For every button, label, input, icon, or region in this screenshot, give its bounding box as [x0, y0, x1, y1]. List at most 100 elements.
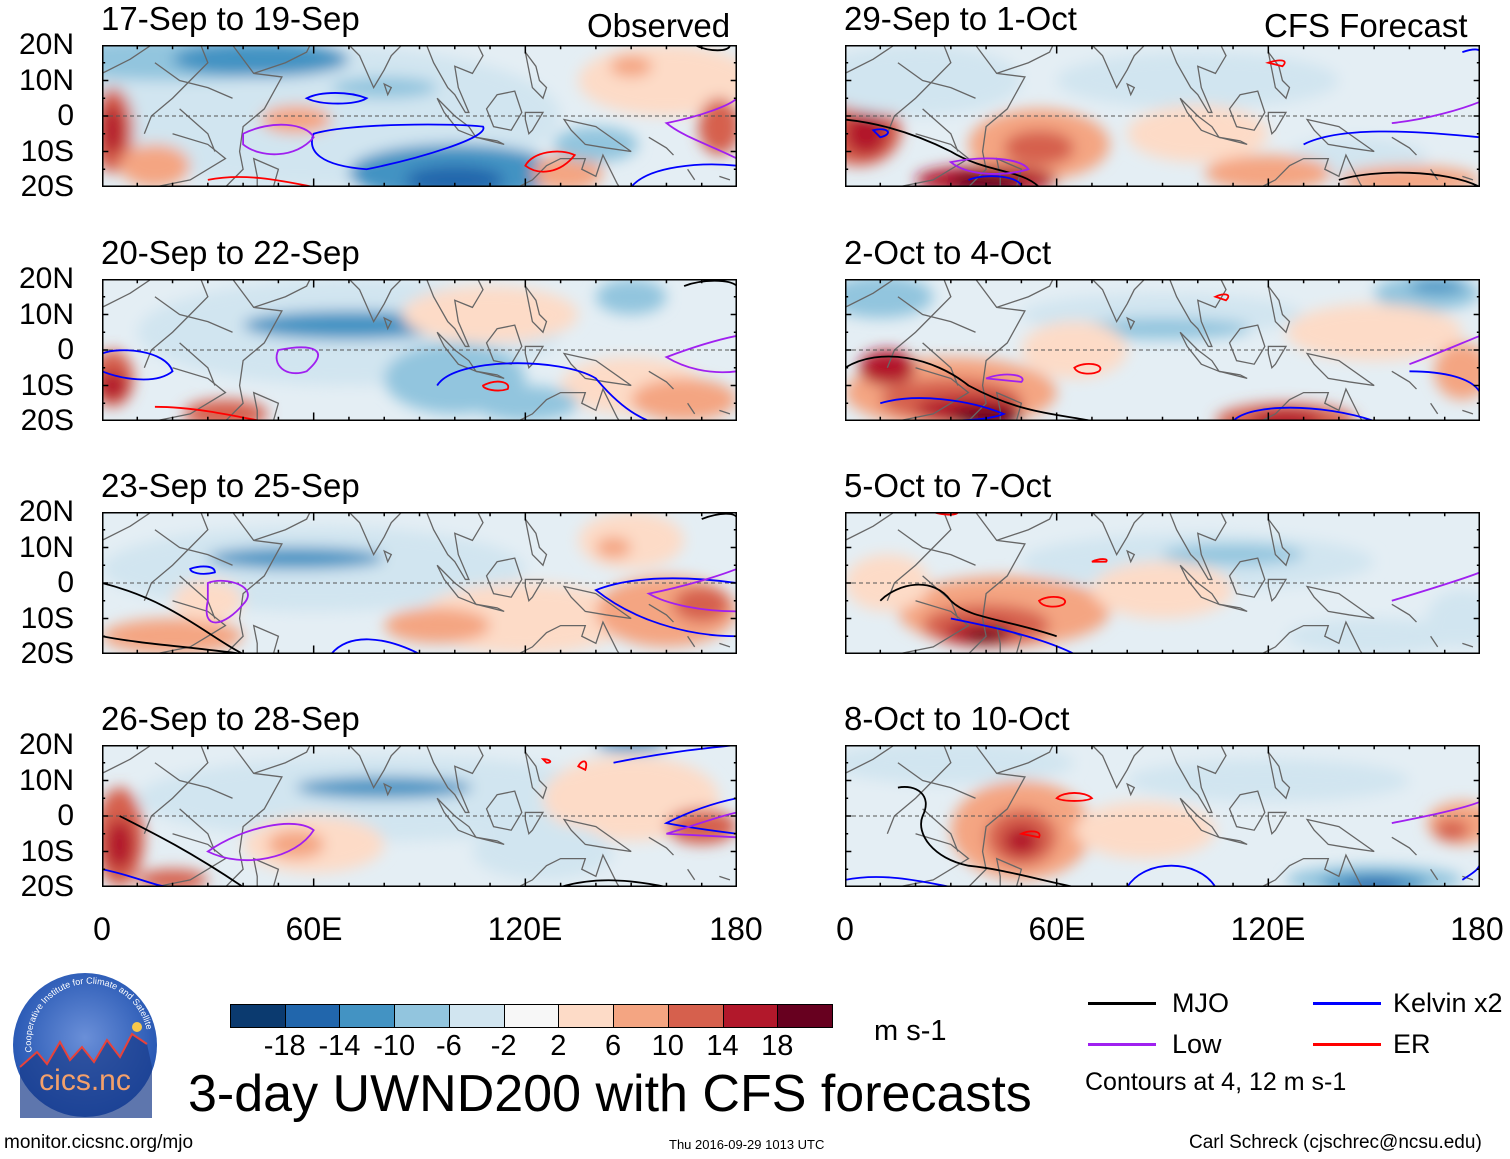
coastline: [487, 791, 522, 830]
colorbar-swatch: [230, 1004, 286, 1028]
filtered-wave-contour: [190, 566, 215, 573]
coastline: [476, 371, 504, 378]
coastline: [525, 112, 543, 133]
coastline: [525, 519, 546, 565]
y-tick-label: 20S: [20, 404, 74, 437]
coastline: [564, 354, 631, 386]
coastline: [1307, 587, 1374, 619]
filtered-wave-contour: [277, 347, 319, 373]
coastline: [1268, 812, 1286, 833]
colorbar-swatch: [667, 1004, 724, 1028]
legend-label-mjo: MJO: [1172, 988, 1229, 1018]
coastline: [923, 343, 958, 386]
legend-label-kelvin: Kelvin x2: [1393, 988, 1503, 1018]
coastline: [254, 159, 279, 187]
footer-author: Carl Schreck (cjschrec@ncsu.edu): [1189, 1132, 1482, 1153]
y-tick-label: 0: [57, 799, 74, 832]
wind-anomaly-area: [859, 350, 916, 386]
filtered-wave-contour: [437, 363, 649, 421]
coastline: [1230, 325, 1265, 364]
filtered-wave-contour: [561, 880, 667, 887]
filtered-wave-contour: [155, 407, 261, 421]
coastline: [1230, 791, 1265, 830]
coastline: [719, 410, 730, 414]
coastline: [997, 859, 1022, 887]
coastline: [1170, 512, 1226, 579]
legend-line-mjo: [1088, 1002, 1156, 1005]
coastline: [504, 622, 624, 654]
colorbar-swatch: [448, 1004, 505, 1028]
filtered-wave-contour: [666, 98, 737, 158]
coastline: [225, 745, 281, 887]
wind-anomaly-area: [260, 105, 332, 134]
coastline: [384, 318, 391, 329]
coastline: [427, 745, 483, 812]
filtered-wave-contour: [102, 636, 243, 654]
wind-anomaly-area: [845, 279, 934, 319]
x-tick-label: 180: [1450, 911, 1504, 947]
wind-anomaly-area: [331, 76, 438, 99]
wind-anomaly-area: [595, 536, 632, 559]
coastline: [898, 297, 976, 333]
coastline: [225, 279, 281, 421]
filtered-wave-contour: [578, 761, 586, 769]
filtered-wave-contour: [880, 585, 1056, 637]
colorbar-swatch: [339, 1004, 396, 1028]
filtered-wave-contour: [1392, 572, 1480, 600]
coastline: [845, 45, 894, 73]
footer-url[interactable]: monitor.cicsnc.org/mjo: [4, 1132, 194, 1153]
filtered-wave-contour: [307, 93, 367, 104]
coastline: [997, 45, 1057, 73]
wind-anomaly-area: [845, 112, 888, 156]
filtered-wave-contour: [1392, 802, 1480, 823]
coastline: [898, 601, 969, 654]
coastline: [845, 279, 894, 307]
wind-anomaly-area: [119, 144, 191, 187]
wind-anomaly-area: [243, 310, 455, 340]
coastline: [1247, 389, 1367, 421]
coastline: [1431, 869, 1438, 880]
wind-anomaly-area: [1162, 543, 1304, 566]
colorbar-swatch: [613, 1004, 669, 1028]
wind-anomaly-area: [1434, 819, 1470, 841]
wind-anomaly-area: [1285, 303, 1463, 361]
coastline: [1431, 403, 1438, 414]
coastline: [887, 45, 951, 134]
wind-anomaly-area: [631, 378, 737, 421]
coastline: [887, 279, 951, 368]
wind-anomaly-area: [1127, 105, 1269, 163]
coastline: [254, 745, 314, 773]
wind-anomaly-area: [1074, 801, 1216, 859]
y-tick-label: 10S: [20, 368, 74, 402]
x-tick-label: 60E: [1028, 911, 1086, 947]
coastline: [845, 512, 894, 540]
coastline: [1268, 579, 1286, 600]
coastline: [997, 393, 1022, 421]
coastline: [1392, 137, 1417, 155]
coastline: [997, 626, 1022, 654]
coastline: [1268, 52, 1289, 98]
wind-anomaly-area: [102, 618, 244, 654]
colorbar-tick-label: -10: [373, 1030, 416, 1062]
coastline: [1462, 410, 1473, 414]
coastline: [342, 279, 409, 322]
panel-title: 8-Oct to 10-Oct: [844, 700, 1070, 737]
colorbar-tick-label: 2: [550, 1030, 567, 1062]
filtered-wave-contour: [243, 125, 314, 155]
colorbar-swatch: [558, 1004, 615, 1028]
coastline: [688, 869, 695, 880]
coastline: [1268, 519, 1289, 565]
filtered-wave-contour: [1409, 336, 1480, 364]
coastline: [719, 176, 730, 180]
coastline: [1462, 176, 1473, 180]
wind-anomaly-area: [1127, 759, 1410, 802]
wind-anomaly-area: [1003, 130, 1075, 166]
coastline: [1247, 855, 1367, 887]
filtered-wave-contour: [1304, 131, 1480, 144]
coastline: [719, 876, 730, 880]
filtered-wave-contour: [331, 639, 419, 654]
legend-line-low: [1088, 1043, 1156, 1046]
filtered-wave-contour: [525, 152, 574, 172]
filtered-wave-contour: [1409, 371, 1480, 392]
wind-anomaly-area: [950, 406, 1022, 421]
